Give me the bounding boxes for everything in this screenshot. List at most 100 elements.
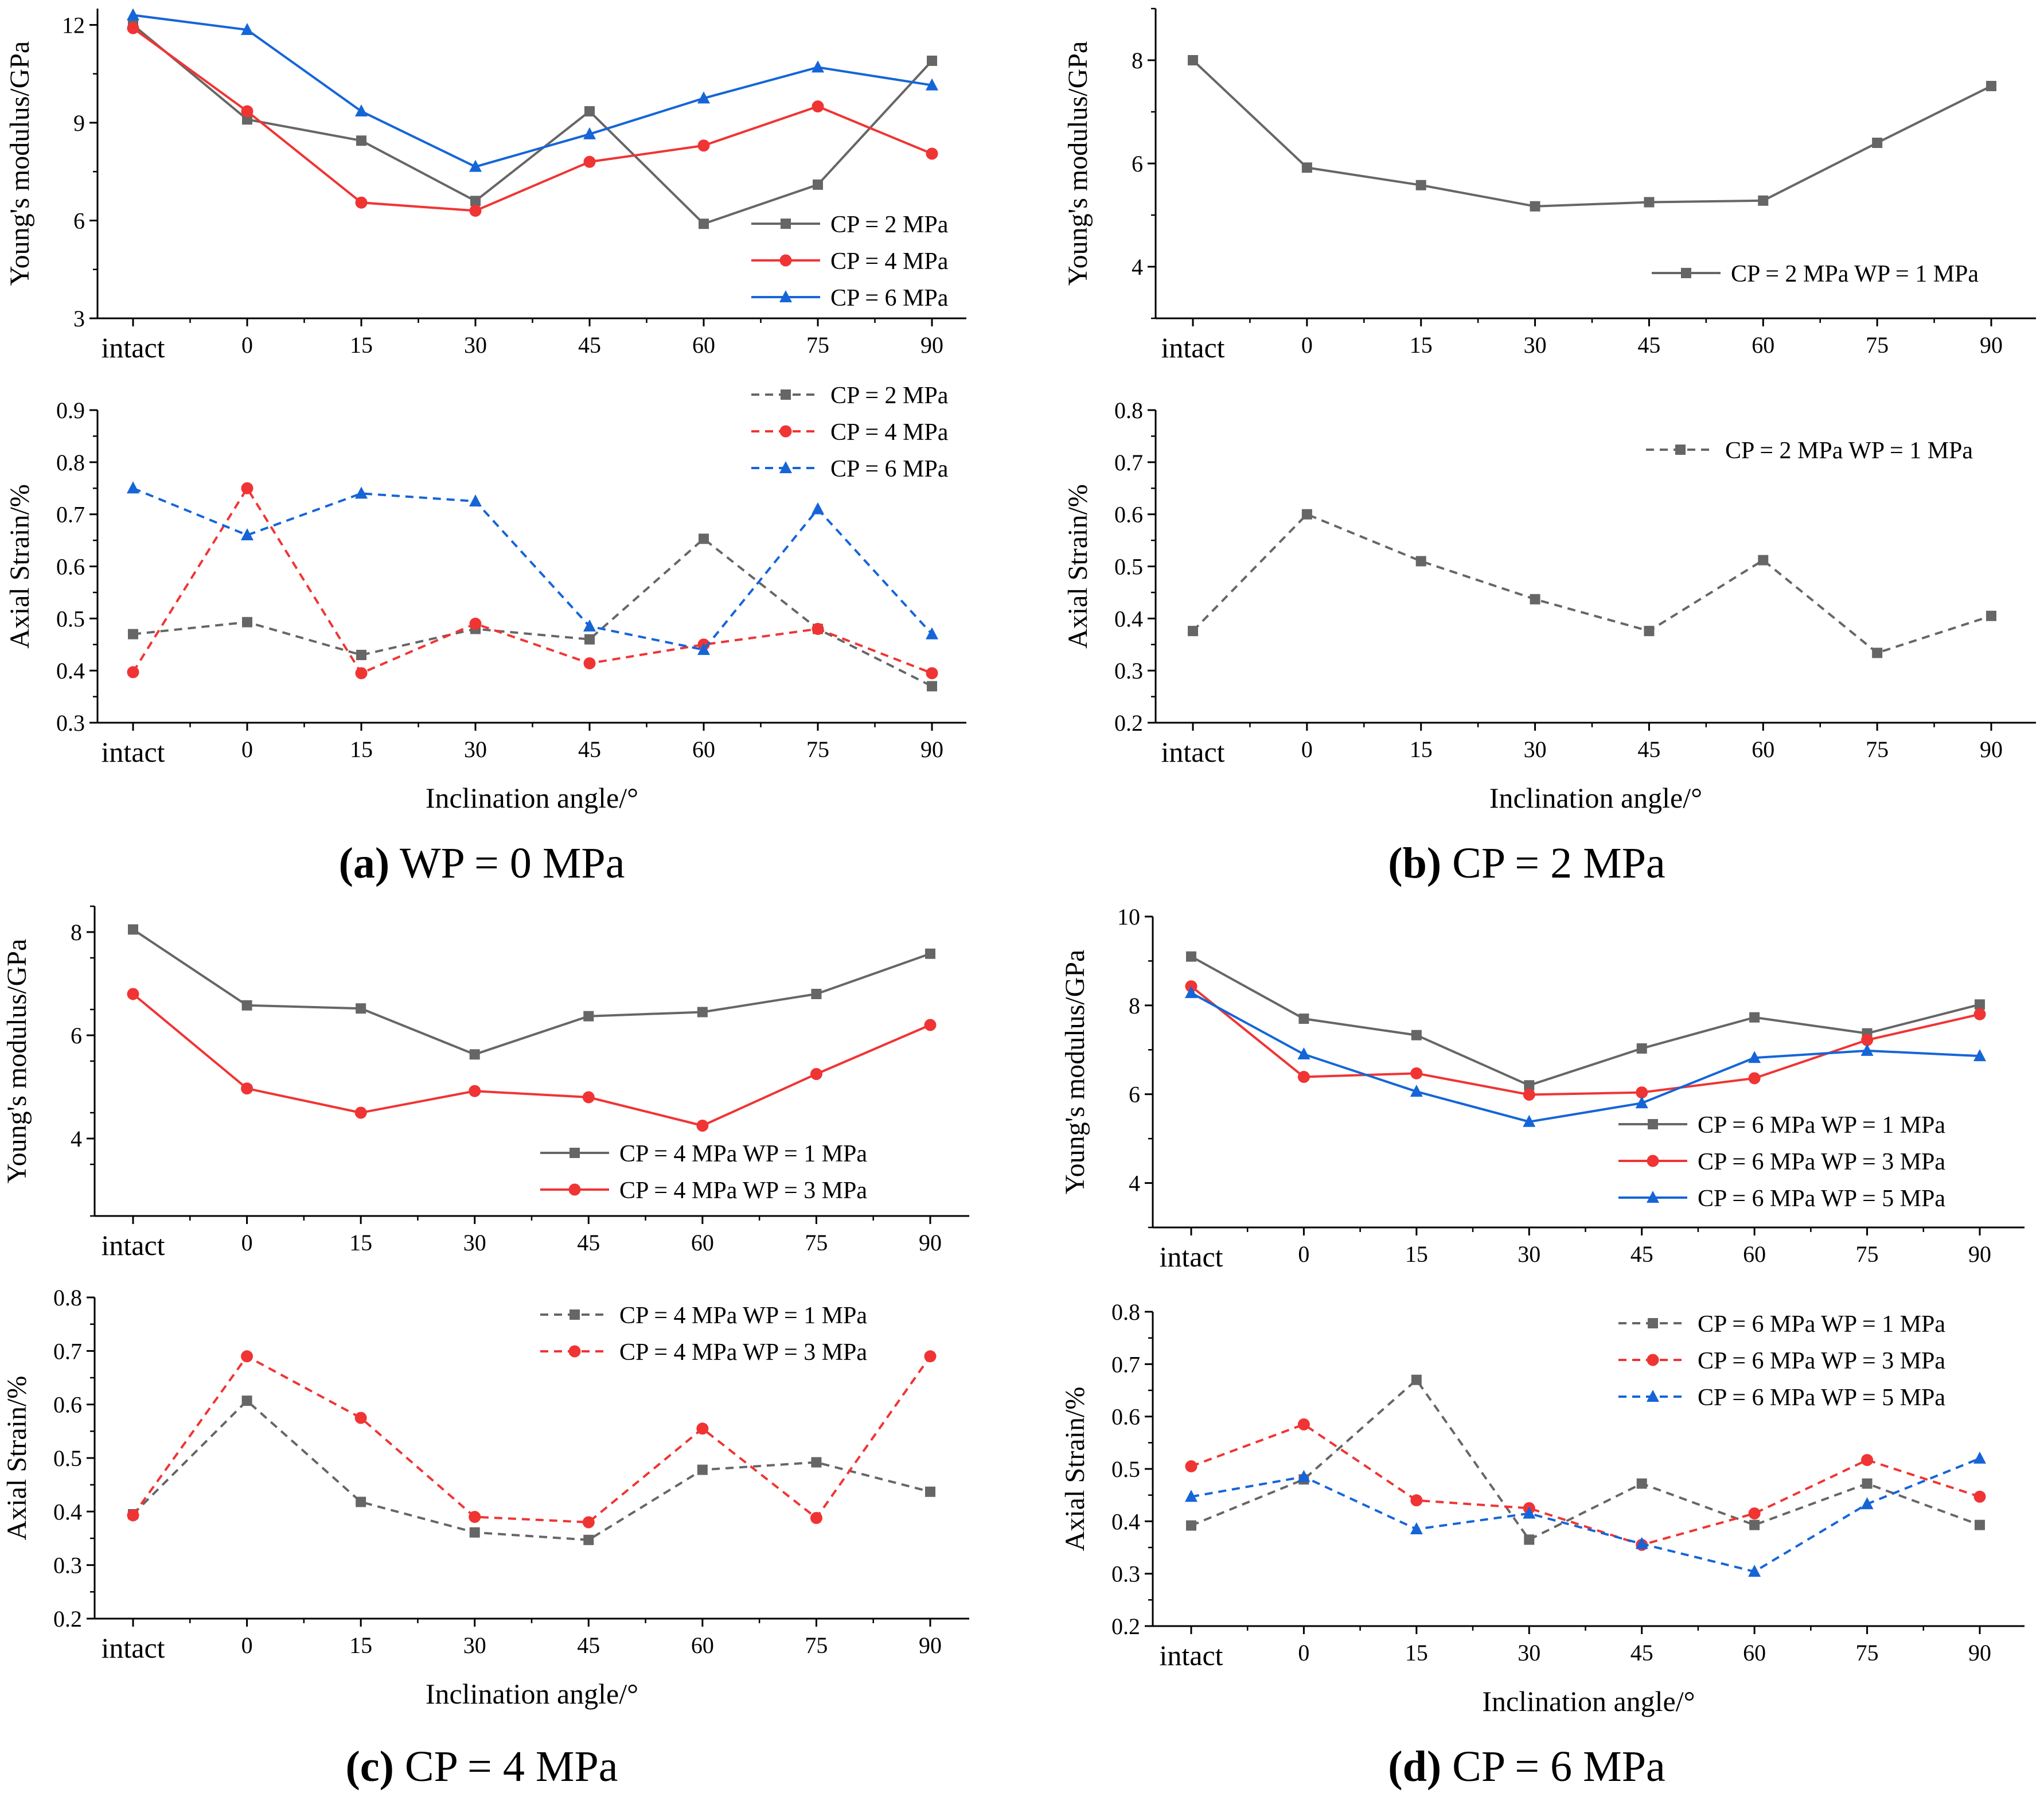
- legend-entry: CP = 2 MPa: [751, 383, 949, 409]
- x-tick-label: 60: [1752, 736, 1774, 762]
- data-point: [1297, 1418, 1310, 1430]
- legend-entry: CP = 6 MPa WP = 5 MPa: [1618, 1385, 1945, 1411]
- y-tick-label: 0.5: [1111, 1456, 1140, 1482]
- data-point: [1975, 1519, 1985, 1530]
- data-point: [1644, 626, 1655, 637]
- legend-marker: [569, 1148, 580, 1158]
- data-point: [241, 528, 253, 540]
- y-tick-label: 0.5: [53, 1445, 82, 1471]
- legend-label: CP = 2 MPa WP = 1 MPa: [1725, 438, 1973, 464]
- data-point: [241, 1350, 253, 1363]
- x-tick-label: intact: [101, 736, 165, 768]
- x-tick-label: 0: [1298, 1640, 1309, 1666]
- data-point: [697, 1007, 708, 1018]
- data-point: [241, 482, 253, 494]
- y-tick-label: 8: [71, 919, 82, 945]
- data-point: [584, 634, 595, 645]
- series-line: [1191, 1423, 1980, 1546]
- data-point: [1530, 201, 1540, 212]
- data-point: [1644, 197, 1655, 208]
- series-line: [1192, 513, 1992, 654]
- x-tick-label: 30: [463, 1632, 486, 1658]
- y-tick-label: 0.8: [53, 1285, 82, 1311]
- legend-label: CP = 4 MPa: [830, 419, 949, 446]
- data-point: [697, 139, 710, 152]
- x-tick-label: 75: [805, 1230, 828, 1256]
- x-tick-label: 15: [1410, 332, 1433, 358]
- data-point: [469, 1085, 481, 1097]
- data-point: [697, 91, 710, 104]
- y-tick-label: 0.6: [1114, 502, 1143, 528]
- data-point: [127, 22, 139, 34]
- data-point: [811, 1457, 822, 1468]
- data-point: [1986, 81, 1996, 91]
- data-point: [1411, 1374, 1422, 1385]
- data-point: [1523, 1088, 1535, 1101]
- data-point: [1185, 986, 1197, 999]
- legend-entry: CP = 6 MPa WP = 3 MPa: [1618, 1149, 1945, 1175]
- data-point: [812, 60, 824, 73]
- legend-label: CP = 6 MPa WP = 5 MPa: [1698, 1385, 1945, 1411]
- legend-entry: CP = 2 MPa WP = 1 MPa: [1646, 438, 1973, 464]
- y-tick-label: 6: [71, 1023, 82, 1048]
- data-point: [1635, 1537, 1648, 1549]
- data-point: [924, 1350, 937, 1363]
- data-point: [583, 657, 596, 669]
- data-point: [356, 1496, 366, 1507]
- series-line: [1191, 955, 1980, 1087]
- data-point: [1975, 999, 1985, 1010]
- y-axis-label: Young's modulus/GPa: [2, 939, 32, 1184]
- y-tick-label: 3: [73, 306, 85, 332]
- data-point: [1523, 1506, 1536, 1519]
- data-point: [925, 948, 935, 959]
- chart-d-top: 4 6 8 10 intact 0 15 30 45 60 75 90 Young's modulus/…: [1060, 904, 2025, 1273]
- x-tick-label: 90: [919, 1632, 942, 1658]
- legend-entry: CP = 6 MPa WP = 1 MPa: [1618, 1311, 1945, 1338]
- x-tick-label: intact: [101, 1229, 165, 1261]
- x-tick-label: 0: [241, 332, 253, 358]
- y-tick-label: 0.4: [1111, 1508, 1140, 1534]
- legend-marker: [1648, 1119, 1658, 1129]
- panel-title-a: (a) WP = 0 MPa: [339, 839, 625, 887]
- data-point: [813, 179, 823, 190]
- data-point: [1860, 1497, 1874, 1510]
- legend-entry: CP = 4 MPa WP = 1 MPa: [540, 1303, 867, 1329]
- data-point: [583, 155, 596, 168]
- y-tick-label: 8: [1129, 993, 1140, 1019]
- data-point: [128, 629, 138, 640]
- data-point: [241, 1082, 253, 1095]
- y-tick-label: 0.2: [53, 1606, 82, 1632]
- data-point: [696, 1422, 709, 1435]
- y-tick-label: 0.8: [1114, 397, 1143, 423]
- data-point: [1297, 1071, 1310, 1083]
- data-point: [1297, 1047, 1310, 1060]
- legend-entry: CP = 6 MPa WP = 3 MPa: [1618, 1348, 1945, 1374]
- data-point: [356, 135, 366, 146]
- data-point: [354, 1412, 367, 1424]
- legend-marker: [779, 290, 792, 302]
- data-point: [469, 159, 482, 172]
- x-tick-label: 75: [806, 332, 829, 358]
- y-axis-label: Axial Strain/%: [1063, 484, 1093, 649]
- data-point: [1758, 195, 1769, 206]
- legend-entry: CP = 6 MPa: [751, 456, 949, 482]
- x-tick-label: intact: [1161, 332, 1224, 364]
- x-tick-label: 15: [349, 1230, 372, 1256]
- series-gray: [1188, 509, 1996, 658]
- chart-c-bottom: 0.2 0.3 0.4 0.5 0.6 0.7 0.8 intact 0 15 30 45 60 75 90…: [2, 1285, 969, 1710]
- series-line: [132, 993, 931, 1127]
- data-point: [584, 106, 595, 117]
- data-point: [1748, 1051, 1761, 1063]
- chart-b-top: 4 6 8 intact 0 15 30 45 60 75 90 Young's modulus/GP…: [1063, 7, 2036, 364]
- legend-label: CP = 4 MPa WP = 1 MPa: [619, 1141, 867, 1167]
- data-point: [1748, 1072, 1761, 1085]
- y-tick-label: 0.7: [1114, 450, 1143, 475]
- x-tick-label: 45: [1630, 1640, 1653, 1666]
- series-red: [1185, 980, 1986, 1101]
- series-line: [132, 928, 931, 1056]
- legend-marker: [1647, 1191, 1659, 1203]
- x-tick-label: 30: [463, 1230, 486, 1256]
- legend-label: CP = 4 MPa WP = 3 MPa: [619, 1178, 867, 1204]
